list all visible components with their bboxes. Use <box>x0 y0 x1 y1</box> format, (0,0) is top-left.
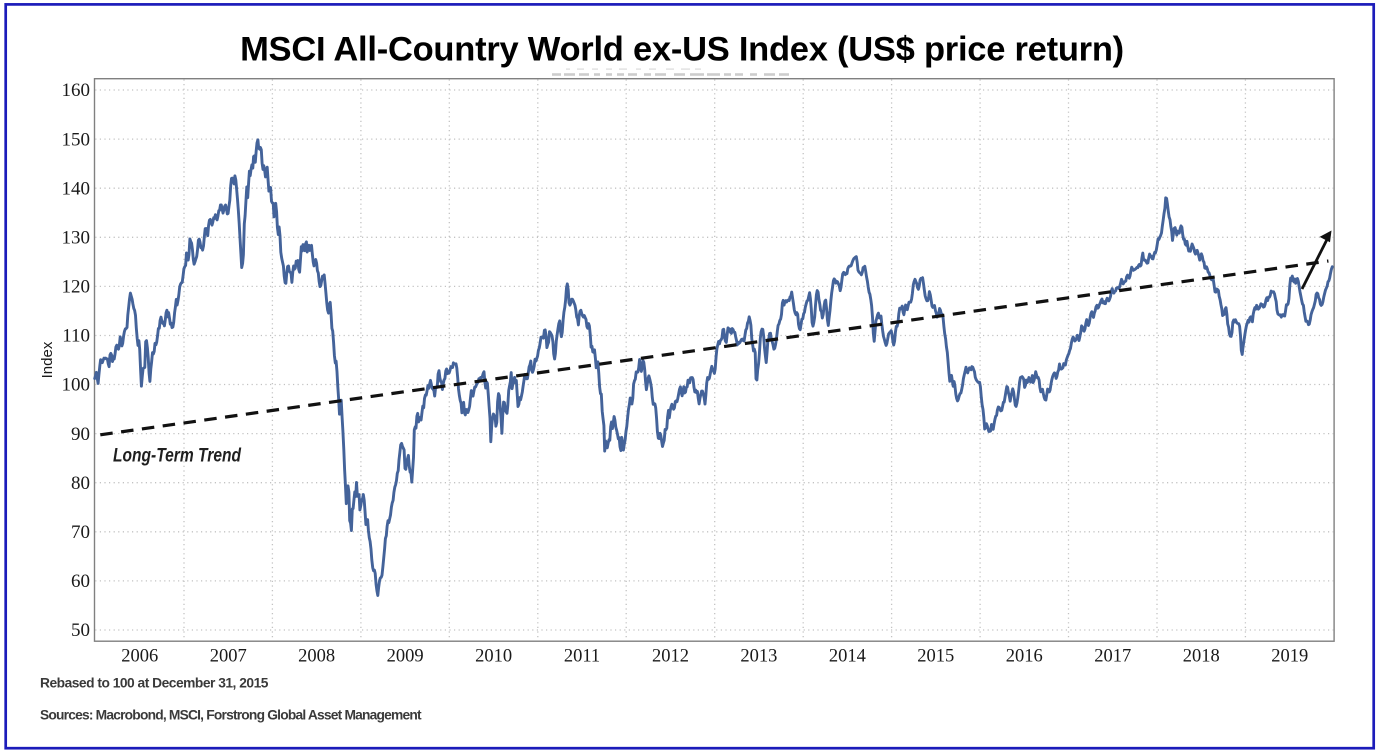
svg-text:150: 150 <box>62 129 91 150</box>
svg-text:2013: 2013 <box>740 647 777 667</box>
svg-text:2008: 2008 <box>298 647 335 667</box>
svg-text:2012: 2012 <box>652 647 689 667</box>
svg-text:2006: 2006 <box>121 647 158 667</box>
svg-text:MSCI All-Country World ex-US I: MSCI All-Country World ex-US Index (US$ … <box>240 31 1124 69</box>
svg-text:80: 80 <box>71 473 90 494</box>
svg-text:50: 50 <box>71 620 90 641</box>
svg-text:Index: Index <box>39 341 56 378</box>
svg-text:Long-Term Trend: Long-Term Trend <box>113 446 241 467</box>
svg-text:2019: 2019 <box>1271 647 1308 667</box>
svg-text:140: 140 <box>62 178 91 199</box>
svg-text:2018: 2018 <box>1183 647 1220 667</box>
svg-text:100: 100 <box>62 375 91 396</box>
svg-text:2014: 2014 <box>829 647 866 667</box>
svg-text:90: 90 <box>71 424 90 445</box>
svg-text:2011: 2011 <box>564 647 600 667</box>
svg-text:2015: 2015 <box>917 647 954 667</box>
svg-text:2017: 2017 <box>1094 647 1131 667</box>
svg-text:110: 110 <box>62 326 90 347</box>
svg-text:Sources: Macrobond, MSCI, Fors: Sources: Macrobond, MSCI, Forstrong Glob… <box>40 708 422 723</box>
svg-text:130: 130 <box>62 228 91 249</box>
svg-text:Rebased to 100 at December 31,: Rebased to 100 at December 31, 2015 <box>40 676 269 691</box>
svg-text:160: 160 <box>62 80 91 101</box>
svg-text:70: 70 <box>71 522 90 543</box>
svg-text:2016: 2016 <box>1006 647 1043 667</box>
svg-text:60: 60 <box>71 571 90 592</box>
svg-text:2010: 2010 <box>475 647 512 667</box>
svg-text:120: 120 <box>62 277 91 298</box>
svg-text:2007: 2007 <box>210 647 247 667</box>
svg-text:2009: 2009 <box>387 647 424 667</box>
